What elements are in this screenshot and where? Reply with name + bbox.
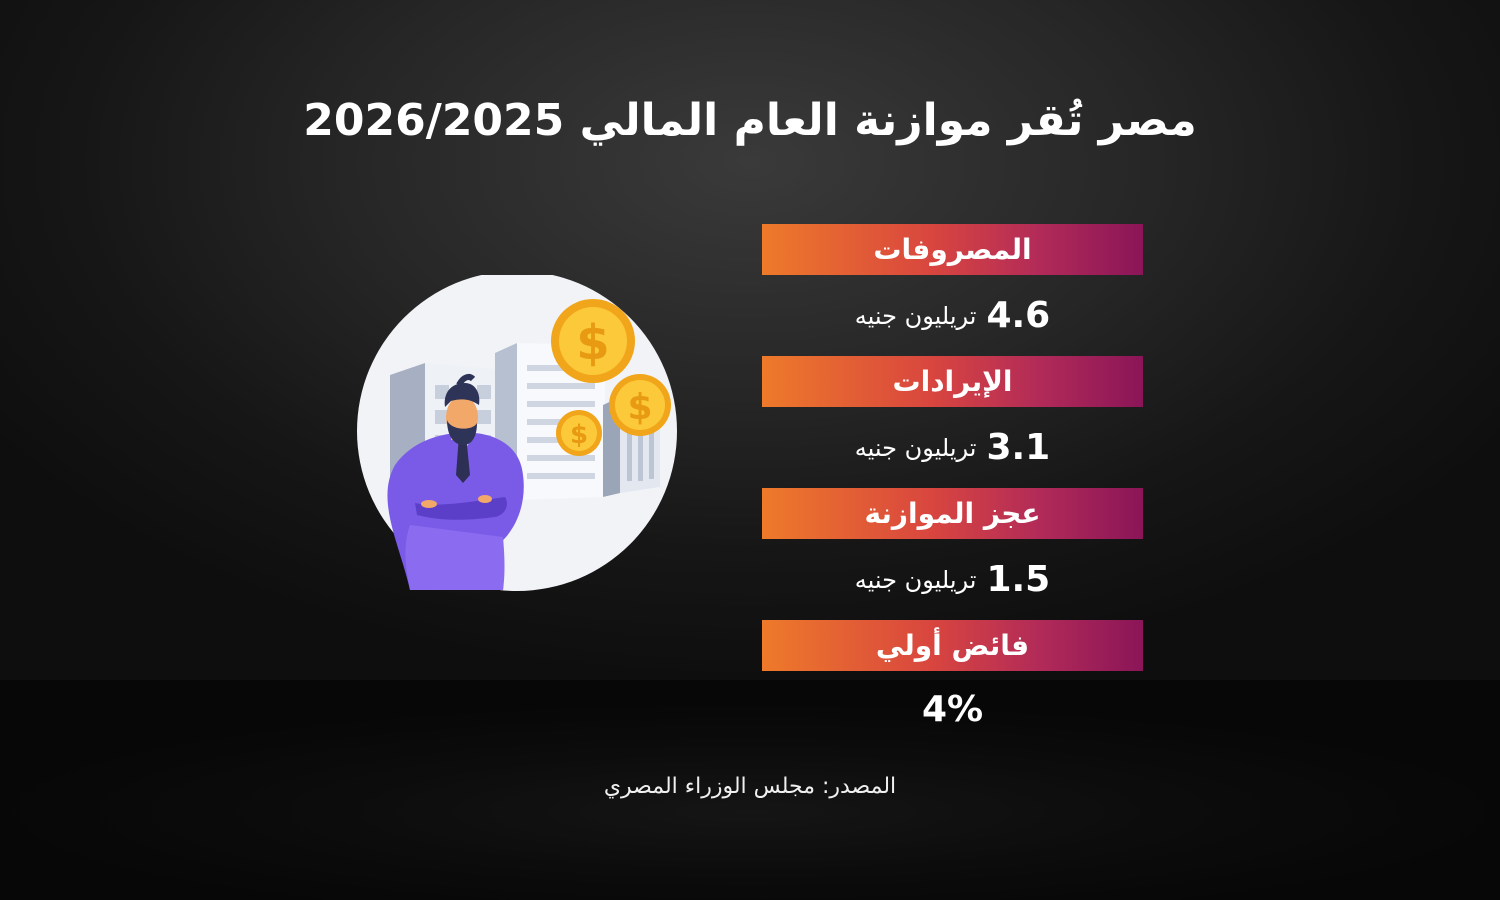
svg-text:$: $ xyxy=(627,387,652,428)
svg-text:$: $ xyxy=(576,315,609,371)
source-note: المصدر: مجلس الوزراء المصري xyxy=(603,774,897,799)
stat-value-revenues: 3.1 تريليون جنيه xyxy=(762,407,1143,488)
dollar-coin-icon: $ xyxy=(609,374,671,436)
stat-unit: تريليون جنيه xyxy=(854,433,977,462)
stat-number: 3.1 xyxy=(986,427,1051,468)
businessman-icon xyxy=(387,374,524,590)
stat-number: 4% xyxy=(921,688,984,730)
stat-header-expenses: المصروفات xyxy=(762,224,1143,275)
dollar-coin-icon: $ xyxy=(556,410,602,456)
budget-stats: المصروفات 4.6 تريليون جنيه الإيرادات 3.1… xyxy=(762,224,1143,747)
page-title: مصر تُقر موازنة العام المالي 2026/2025 xyxy=(303,95,1197,146)
finance-illustration: $ $ $ xyxy=(355,271,685,600)
stat-unit: تريليون جنيه xyxy=(854,565,977,594)
dollar-coin-icon: $ xyxy=(551,299,635,383)
stat-value-primary-surplus: 4% xyxy=(762,671,1143,747)
stat-value-expenses: 4.6 تريليون جنيه xyxy=(762,275,1143,356)
stat-header-deficit: عجز الموازنة xyxy=(762,488,1143,539)
stat-number: 1.5 xyxy=(986,559,1051,600)
floor-shadow xyxy=(0,680,1500,900)
stat-header-revenues: الإيرادات xyxy=(762,356,1143,407)
svg-text:$: $ xyxy=(570,420,588,450)
stat-number: 4.6 xyxy=(986,295,1051,336)
stat-header-primary-surplus: فائض أولي xyxy=(762,620,1143,671)
stat-value-deficit: 1.5 تريليون جنيه xyxy=(762,539,1143,620)
stat-unit: تريليون جنيه xyxy=(854,301,977,330)
